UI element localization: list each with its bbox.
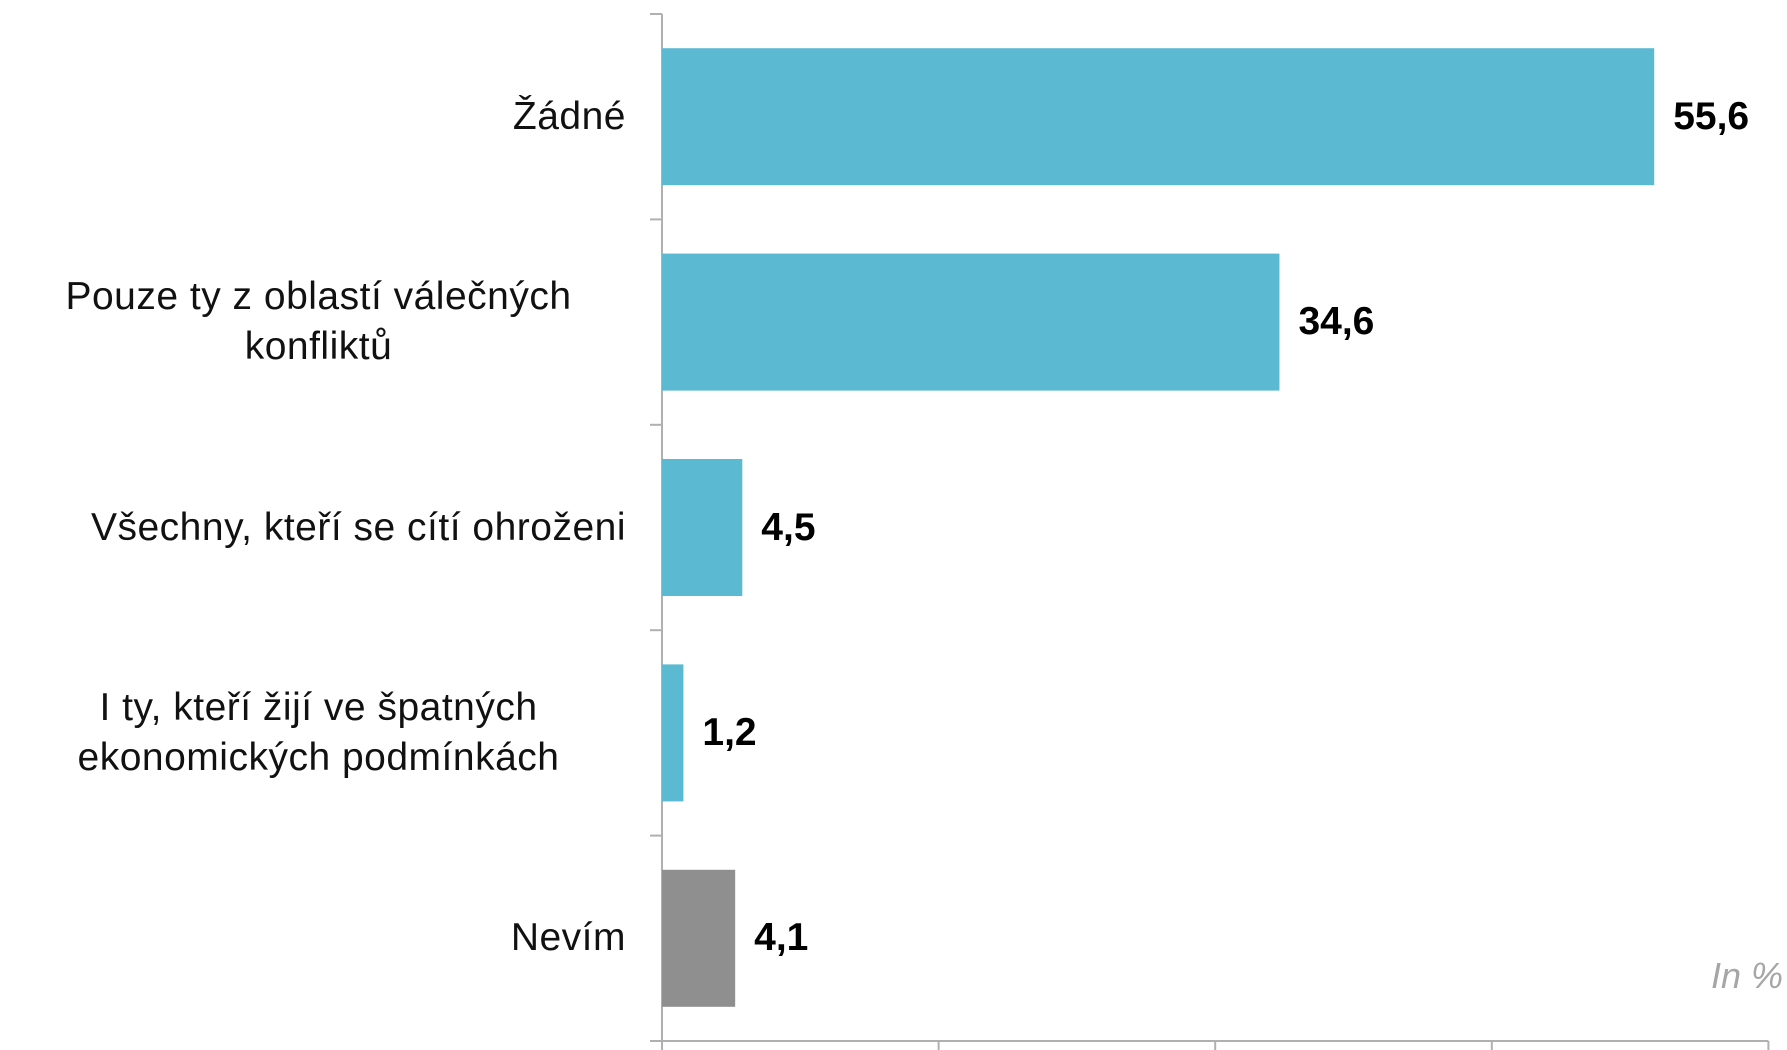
- bar: [662, 253, 1280, 391]
- value-label: 55,6: [1673, 94, 1750, 138]
- bar: [662, 869, 736, 1007]
- label-text: I ty, kteří žijí ve špatných ekonomickýc…: [77, 685, 560, 779]
- bar: [662, 458, 743, 597]
- annotation: In %: [1710, 955, 1783, 996]
- bar: [662, 664, 684, 802]
- value-label: 1,2: [702, 710, 757, 754]
- bar: [662, 48, 1655, 186]
- value-label: 4,1: [754, 916, 809, 960]
- category-label: I ty, kteří žijí ve špatných ekonomickýc…: [11, 663, 626, 803]
- category-label: Všechny, kteří se cítí ohroženi: [91, 458, 626, 598]
- category-label: Žádné: [513, 47, 626, 187]
- label-text: Nevím: [510, 916, 626, 960]
- label-text: Žádné: [512, 94, 626, 138]
- label-text: Pouze ty z oblastí válečných konfliktů: [65, 275, 572, 369]
- label-text: Všechny, kteří se cítí ohroženi: [90, 505, 626, 549]
- category-label: Nevím: [511, 868, 626, 1008]
- value-label: 4,5: [761, 505, 816, 549]
- value-label: 34,6: [1298, 300, 1375, 344]
- category-label: Pouze ty z oblastí válečných konfliktů: [11, 252, 626, 392]
